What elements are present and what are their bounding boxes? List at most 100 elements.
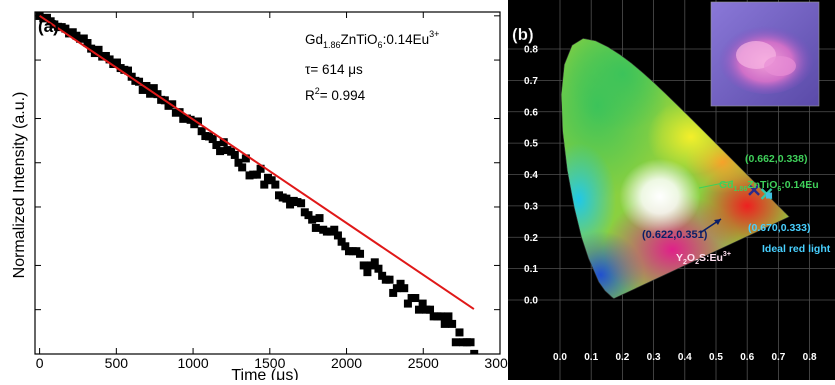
panel-a-formula: Gd1.86ZnTiO6:0.14Eu3+: [305, 29, 439, 50]
data-point: [374, 264, 383, 273]
data-point: [337, 237, 346, 246]
data-point: [230, 150, 239, 159]
data-point: [175, 108, 184, 117]
label-leader-gd: [698, 180, 734, 189]
data-point: [330, 225, 339, 234]
data-point: [282, 194, 291, 203]
x-tick-label: 0.2: [615, 352, 629, 363]
x-tick-label: 0.5: [709, 352, 723, 363]
data-point: [448, 319, 457, 328]
panel-a-tau: τ= 614 μs: [305, 62, 363, 77]
x-tick-label: 0.4: [678, 352, 692, 363]
data-point: [426, 305, 435, 314]
data-point: [197, 127, 206, 136]
data-point: [356, 249, 365, 258]
y-tick-label: 0.4: [524, 170, 538, 181]
data-point: [186, 115, 195, 124]
data-point: [341, 242, 350, 251]
data-point: [149, 84, 158, 93]
data-point: [370, 258, 379, 267]
label-coordinate-y2o2s: (0.622,0.351): [642, 229, 708, 241]
data-point: [153, 90, 162, 99]
data-point: [193, 117, 202, 126]
data-point: [470, 349, 479, 354]
panel-a: 0 500 1000 1500 2000 2500 3000 (a) Gd1.86ZnTiO…: [11, 11, 516, 384]
y-tick-label: 0.8: [524, 45, 538, 56]
spectral-locus-outline: [560, 38, 790, 299]
label-coordinate-gd: (0.662,0.338): [745, 153, 807, 165]
data-point: [219, 138, 228, 147]
data-point: [451, 338, 460, 347]
data-point: [297, 199, 306, 208]
x-tick-label: 1500: [254, 355, 285, 371]
panel-a-markers: [35, 12, 479, 354]
data-point: [308, 215, 317, 224]
fit-line: [39, 14, 475, 310]
data-point: [142, 81, 151, 90]
data-point: [403, 299, 412, 308]
data-point: [418, 299, 427, 308]
data-point: [392, 284, 401, 293]
data-point: [208, 135, 217, 144]
data-point: [252, 170, 261, 179]
data-point: [267, 176, 276, 185]
panel-a-x-axis-label: Time (μs): [231, 367, 298, 380]
data-point: [105, 55, 114, 64]
data-point: [315, 214, 324, 223]
data-point: [385, 275, 394, 284]
data-point: [389, 288, 398, 297]
panel-b: 0.0 0.1 0.2 0.3 0.4 0.5 0.6 0.7 0.8 0.0 0.1 0.2 0.3 0…: [508, 0, 835, 380]
label-gd-formula: Gd1.86ZnTiO6:0.14Eu: [719, 179, 819, 193]
data-point: [94, 45, 103, 54]
data-point: [396, 279, 405, 288]
data-point: [135, 77, 144, 86]
panel-b-points: [748, 184, 773, 200]
x-tick-label: 2500: [408, 355, 439, 371]
panel-a-fit: [39, 14, 475, 310]
arrow-head-icon: [714, 219, 721, 225]
data-point: [271, 180, 280, 189]
y-tick-label: 0.3: [524, 201, 538, 212]
x-tick-label: 0.3: [647, 352, 661, 363]
label-ideal-red-light: Ideal red light: [762, 243, 831, 255]
x-tick-label: 0.0: [553, 352, 567, 363]
data-point: [455, 328, 464, 337]
data-point: [79, 34, 88, 43]
panel-a-label: (a): [38, 17, 59, 36]
y-tick-label: 0.1: [524, 264, 538, 275]
data-point: [414, 305, 423, 314]
inset-photo: [710, 1, 820, 107]
data-point: [241, 154, 250, 163]
data-point: [212, 141, 221, 150]
x-tick-label: 2000: [331, 355, 362, 371]
data-point: [359, 261, 368, 270]
data-point: [83, 39, 92, 48]
data-point: [437, 312, 446, 321]
panel-a-y-axis-label: Normalized Intensity (a.u.): [11, 92, 28, 279]
y-tick-label: 0.2: [524, 233, 538, 244]
data-point: [440, 319, 449, 328]
panel-b-label: (b): [512, 25, 534, 44]
x-tick-label: 1000: [177, 355, 208, 371]
y-tick-label: 0.5: [524, 139, 538, 150]
panel-a-r2: R2= 0.994: [305, 86, 366, 103]
y-tick-label: 0.6: [524, 107, 538, 118]
data-point: [363, 268, 372, 277]
data-point: [311, 223, 320, 232]
data-point: [444, 312, 453, 321]
data-point: [238, 163, 247, 172]
data-point: [333, 231, 342, 240]
data-point: [146, 89, 155, 98]
label-coordinate-ideal: (0.670,0.333): [748, 222, 810, 234]
data-point: [112, 58, 121, 67]
y-tick-label: 0.0: [524, 296, 538, 307]
data-point: [234, 158, 243, 167]
data-point: [304, 211, 313, 220]
panel-a-x-ticks: 0 500 1000 1500 2000 2500 3000: [36, 12, 516, 371]
cie-point-marker: [748, 184, 760, 196]
x-tick-label: 0.8: [803, 352, 817, 363]
x-tick-label: 500: [105, 355, 129, 371]
data-point: [127, 72, 136, 81]
x-tick-label: 0.7: [771, 352, 785, 363]
